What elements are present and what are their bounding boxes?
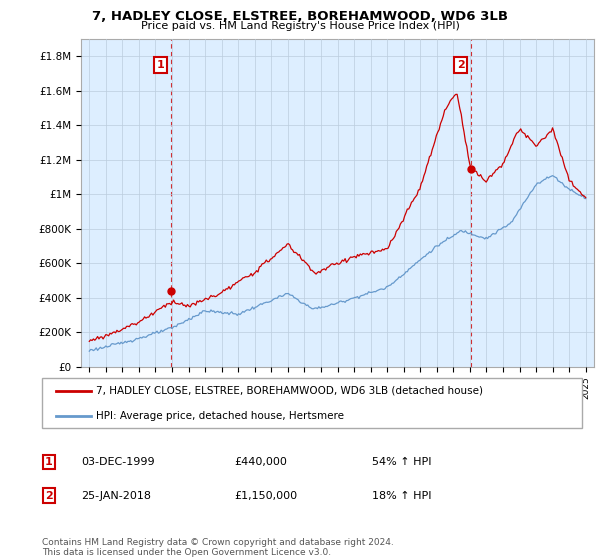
- Text: £1,150,000: £1,150,000: [234, 491, 297, 501]
- Text: 7, HADLEY CLOSE, ELSTREE, BOREHAMWOOD, WD6 3LB: 7, HADLEY CLOSE, ELSTREE, BOREHAMWOOD, W…: [92, 10, 508, 22]
- Text: 1: 1: [157, 60, 164, 70]
- Text: 1: 1: [45, 457, 53, 467]
- Text: 2: 2: [457, 60, 464, 70]
- Text: 03-DEC-1999: 03-DEC-1999: [81, 457, 155, 467]
- Text: 2: 2: [45, 491, 53, 501]
- Text: 54% ↑ HPI: 54% ↑ HPI: [372, 457, 431, 467]
- FancyBboxPatch shape: [42, 378, 582, 428]
- Text: 7, HADLEY CLOSE, ELSTREE, BOREHAMWOOD, WD6 3LB (detached house): 7, HADLEY CLOSE, ELSTREE, BOREHAMWOOD, W…: [96, 386, 483, 395]
- Text: £440,000: £440,000: [234, 457, 287, 467]
- Text: Price paid vs. HM Land Registry's House Price Index (HPI): Price paid vs. HM Land Registry's House …: [140, 21, 460, 31]
- Text: HPI: Average price, detached house, Hertsmere: HPI: Average price, detached house, Hert…: [96, 411, 344, 421]
- Text: 25-JAN-2018: 25-JAN-2018: [81, 491, 151, 501]
- Text: Contains HM Land Registry data © Crown copyright and database right 2024.
This d: Contains HM Land Registry data © Crown c…: [42, 538, 394, 557]
- Text: 18% ↑ HPI: 18% ↑ HPI: [372, 491, 431, 501]
